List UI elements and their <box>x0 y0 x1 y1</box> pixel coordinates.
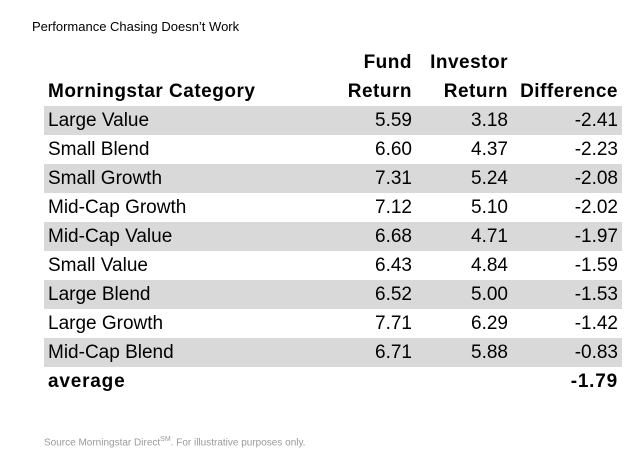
performance-table: Fund Investor Morningstar Category Retur… <box>44 52 622 396</box>
investor-return-cell: 3.18 <box>471 110 508 131</box>
header-difference: Difference <box>520 81 618 102</box>
investor-return-cell: 4.37 <box>471 139 508 160</box>
difference-cell: -1.59 <box>574 255 618 276</box>
average-difference: -1.79 <box>570 371 618 392</box>
fund-return-cell: 5.59 <box>375 110 412 131</box>
category-cell: Large Growth <box>48 313 164 334</box>
difference-cell: -1.97 <box>574 226 618 247</box>
fund-return-cell: 7.31 <box>375 168 412 189</box>
table-row: Small Blend 6.60 4.37 -2.23 <box>44 135 622 164</box>
service-mark: SM <box>160 436 171 443</box>
category-cell: Small Value <box>48 255 148 276</box>
source-note: Source Morningstar DirectSM. For illustr… <box>44 436 306 448</box>
difference-cell: -1.42 <box>574 313 618 334</box>
table-row: Mid-Cap Value 6.68 4.71 -1.97 <box>44 222 622 251</box>
table-row: Mid-Cap Blend 6.71 5.88 -0.83 <box>44 338 622 367</box>
table-title: Performance Chasing Doesn’t Work <box>32 19 240 34</box>
table-row: Mid-Cap Growth 7.12 5.10 -2.02 <box>44 193 622 222</box>
category-cell: Small Growth <box>48 168 163 189</box>
header-fund-line2: Return <box>347 81 412 102</box>
fund-return-cell: 6.68 <box>375 226 412 247</box>
table-row: Small Growth 7.31 5.24 -2.08 <box>44 164 622 193</box>
difference-cell: -2.23 <box>574 139 618 160</box>
header-investor-line2: Return <box>443 81 508 102</box>
table-row: Large Value 5.59 3.18 -2.41 <box>44 106 622 135</box>
source-text: Source Morningstar Direct <box>44 437 161 449</box>
table-header: Fund Investor Morningstar Category Retur… <box>44 52 622 106</box>
header-category: Morningstar Category <box>48 81 256 102</box>
fund-return-cell: 6.71 <box>375 342 412 363</box>
table-row: Large Growth 7.71 6.29 -1.42 <box>44 309 622 338</box>
investor-return-cell: 5.24 <box>471 168 508 189</box>
investor-return-cell: 6.29 <box>471 313 508 334</box>
category-cell: Mid-Cap Growth <box>48 197 187 218</box>
investor-return-cell: 4.71 <box>471 226 508 247</box>
table-row: Large Blend 6.52 5.00 -1.53 <box>44 280 622 309</box>
average-label: average <box>48 371 126 392</box>
investor-return-cell: 5.10 <box>471 197 508 218</box>
source-suffix: . For illustrative purposes only. <box>170 437 306 449</box>
investor-return-cell: 5.00 <box>471 284 508 305</box>
fund-return-cell: 6.60 <box>375 139 412 160</box>
difference-cell: -0.83 <box>574 342 618 363</box>
header-investor-line1: Investor <box>430 52 508 73</box>
average-row: average -1.79 <box>44 367 622 396</box>
table-row: Small Value 6.43 4.84 -1.59 <box>44 251 622 280</box>
table-body: Large Value 5.59 3.18 -2.41 Small Blend 6.60 4… <box>44 106 622 367</box>
category-cell: Mid-Cap Value <box>48 226 173 247</box>
fund-return-cell: 7.12 <box>375 197 412 218</box>
category-cell: Mid-Cap Blend <box>48 342 174 363</box>
investor-return-cell: 4.84 <box>471 255 508 276</box>
header-fund-line1: Fund <box>363 52 412 73</box>
fund-return-cell: 7.71 <box>375 313 412 334</box>
difference-cell: -2.41 <box>574 110 618 131</box>
difference-cell: -1.53 <box>574 284 618 305</box>
fund-return-cell: 6.43 <box>375 255 412 276</box>
category-cell: Large Blend <box>48 284 151 305</box>
category-cell: Large Value <box>48 110 150 131</box>
difference-cell: -2.02 <box>574 197 618 218</box>
fund-return-cell: 6.52 <box>375 284 412 305</box>
category-cell: Small Blend <box>48 139 150 160</box>
investor-return-cell: 5.88 <box>471 342 508 363</box>
difference-cell: -2.08 <box>574 168 618 189</box>
